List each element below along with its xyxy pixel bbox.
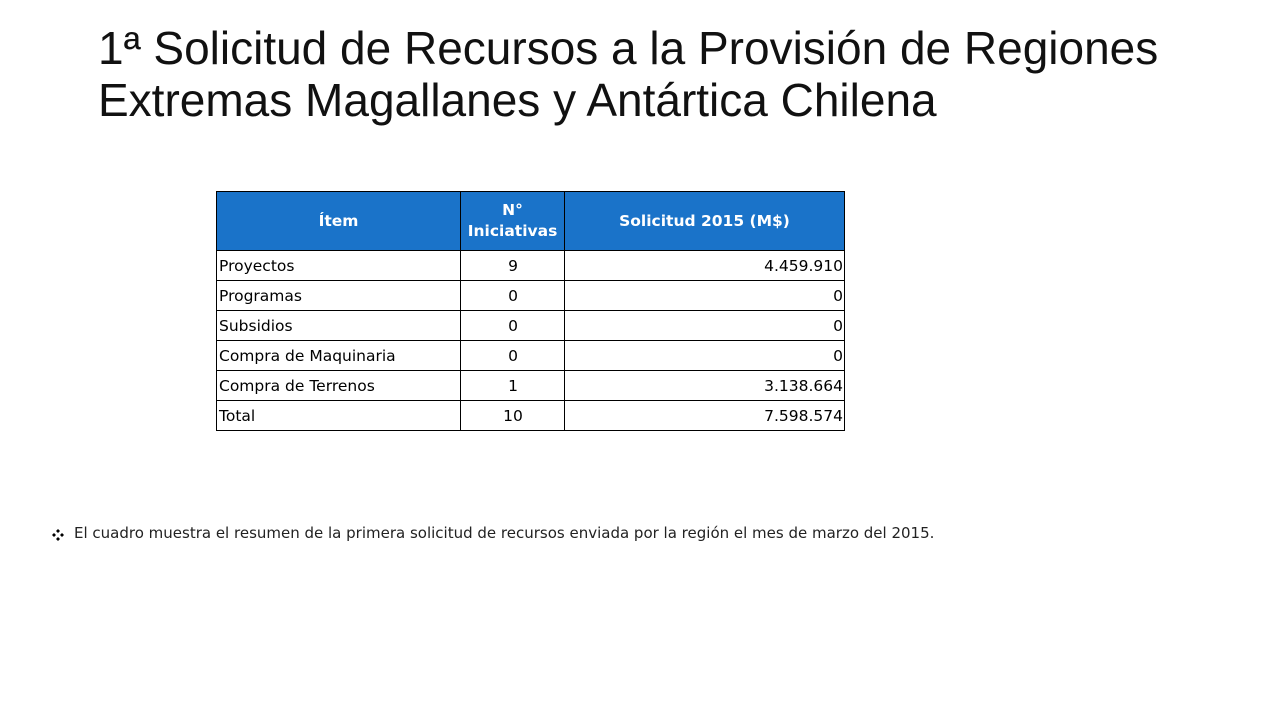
table-row: Subsidios 0 0 <box>216 310 845 341</box>
cell-count: 10 <box>460 400 565 431</box>
cell-count: 1 <box>460 370 565 401</box>
cell-item: Proyectos <box>216 250 461 281</box>
cell-item: Total <box>216 400 461 431</box>
table-row: Proyectos 9 4.459.910 <box>216 250 845 281</box>
table-row-total: Total 10 7.598.574 <box>216 400 845 431</box>
cell-count: 0 <box>460 340 565 371</box>
column-header-item: Ítem <box>216 191 461 251</box>
table-header-row: Ítem N° Iniciativas Solicitud 2015 (M$) <box>216 191 845 251</box>
table-row: Programas 0 0 <box>216 280 845 311</box>
column-header-amount: Solicitud 2015 (M$) <box>564 191 845 251</box>
slide-title: 1ª Solicitud de Recursos a la Provisión … <box>98 22 1159 126</box>
cell-item: Compra de Maquinaria <box>216 340 461 371</box>
summary-note-text: El cuadro muestra el resumen de la prime… <box>74 524 935 542</box>
cell-amount: 4.459.910 <box>564 250 845 281</box>
cell-amount: 3.138.664 <box>564 370 845 401</box>
cell-amount: 0 <box>564 280 845 311</box>
resource-request-table: Ítem N° Iniciativas Solicitud 2015 (M$) … <box>216 191 845 431</box>
cell-item: Programas <box>216 280 461 311</box>
four-diamond-bullet-icon <box>52 527 64 541</box>
cell-amount: 7.598.574 <box>564 400 845 431</box>
cell-item: Compra de Terrenos <box>216 370 461 401</box>
cell-amount: 0 <box>564 340 845 371</box>
summary-note: El cuadro muestra el resumen de la prime… <box>52 524 934 542</box>
table-row: Compra de Maquinaria 0 0 <box>216 340 845 371</box>
cell-count: 9 <box>460 250 565 281</box>
cell-item: Subsidios <box>216 310 461 341</box>
table-row: Compra de Terrenos 1 3.138.664 <box>216 370 845 401</box>
column-header-count: N° Iniciativas <box>460 191 565 251</box>
cell-count: 0 <box>460 280 565 311</box>
cell-count: 0 <box>460 310 565 341</box>
cell-amount: 0 <box>564 310 845 341</box>
